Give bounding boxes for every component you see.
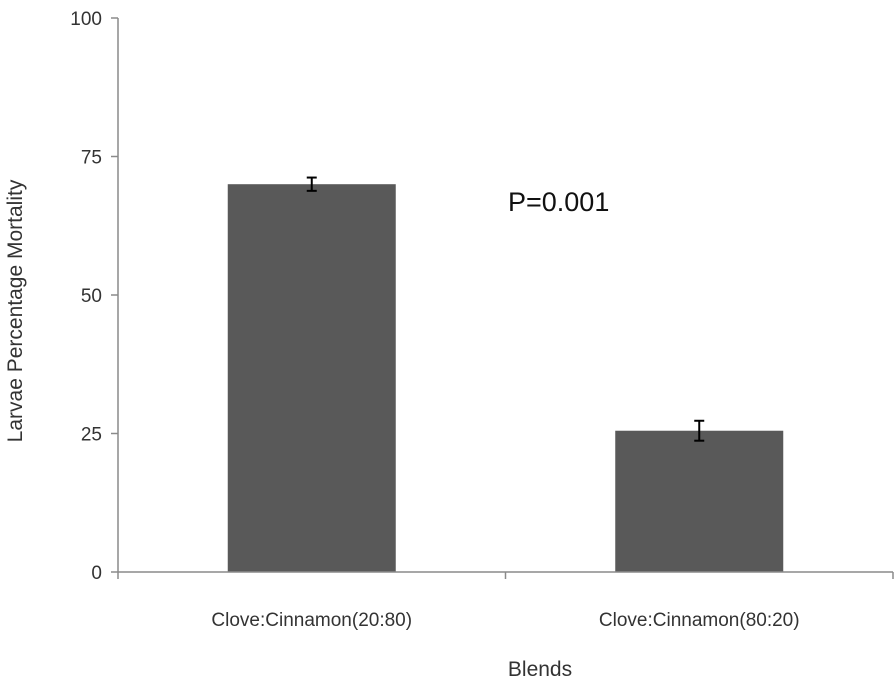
y-tick-label: 0 bbox=[91, 563, 102, 584]
bar bbox=[615, 430, 784, 572]
x-category-label: Clove:Cinnamon(20:80) bbox=[211, 610, 412, 631]
y-tick-label: 25 bbox=[81, 425, 102, 446]
y-tick-label: 50 bbox=[81, 286, 102, 307]
axes bbox=[117, 18, 894, 579]
bar bbox=[227, 184, 396, 572]
y-axis-title: Larvae Percentage Mortality bbox=[4, 179, 27, 442]
y-tick-label: 75 bbox=[81, 148, 102, 169]
x-axis-title: Blends bbox=[508, 658, 572, 681]
error-bars bbox=[306, 176, 705, 442]
x-category-label: Clove:Cinnamon(80:20) bbox=[599, 610, 800, 631]
error-bar bbox=[694, 419, 705, 442]
x-axis-labels: Clove:Cinnamon(20:80) Clove:Cinnamon(80:2… bbox=[211, 610, 799, 631]
y-tick-label: 100 bbox=[70, 9, 102, 30]
error-bar bbox=[306, 176, 317, 192]
p-value-annotation: P=0.001 bbox=[508, 187, 609, 217]
bars bbox=[227, 184, 784, 572]
y-axis-ticks: 0 25 50 75 100 bbox=[70, 9, 118, 584]
